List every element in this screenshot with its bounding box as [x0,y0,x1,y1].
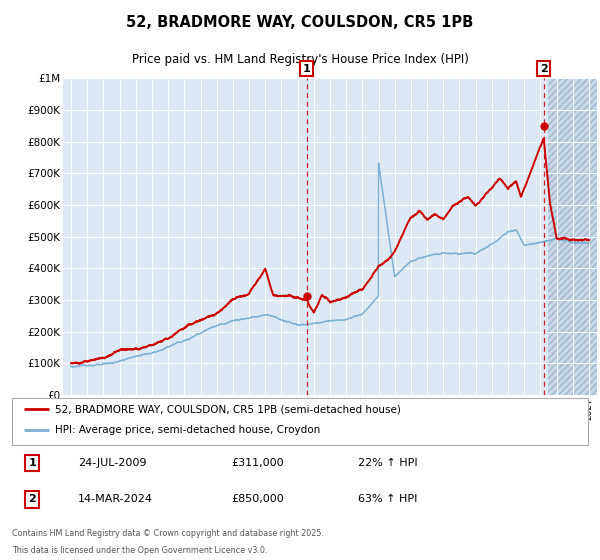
FancyBboxPatch shape [12,398,588,445]
Text: HPI: Average price, semi-detached house, Croydon: HPI: Average price, semi-detached house,… [55,425,320,435]
Text: 24-JUL-2009: 24-JUL-2009 [78,458,147,468]
Text: £311,000: £311,000 [231,458,284,468]
Text: Contains HM Land Registry data © Crown copyright and database right 2025.: Contains HM Land Registry data © Crown c… [12,529,324,538]
Bar [548,78,597,395]
Text: 52, BRADMORE WAY, COULSDON, CR5 1PB: 52, BRADMORE WAY, COULSDON, CR5 1PB [127,15,473,30]
Text: 2: 2 [28,494,36,505]
Text: This data is licensed under the Open Government Licence v3.0.: This data is licensed under the Open Gov… [12,545,268,555]
Text: 22% ↑ HPI: 22% ↑ HPI [358,458,417,468]
Bar [548,78,597,395]
Text: 63% ↑ HPI: 63% ↑ HPI [358,494,417,505]
Text: 1: 1 [28,458,36,468]
Text: 52, BRADMORE WAY, COULSDON, CR5 1PB (semi-detached house): 52, BRADMORE WAY, COULSDON, CR5 1PB (sem… [55,404,401,414]
Text: 14-MAR-2024: 14-MAR-2024 [78,494,153,505]
Text: £850,000: £850,000 [231,494,284,505]
Text: 1: 1 [303,64,311,74]
Text: Price paid vs. HM Land Registry's House Price Index (HPI): Price paid vs. HM Land Registry's House … [131,53,469,66]
Text: 2: 2 [540,64,548,74]
